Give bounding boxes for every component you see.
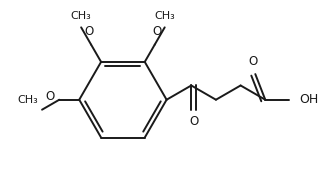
Text: CH₃: CH₃: [71, 11, 92, 21]
Text: CH₃: CH₃: [18, 95, 38, 105]
Text: OH: OH: [299, 93, 318, 106]
Text: O: O: [84, 25, 94, 38]
Text: O: O: [249, 55, 258, 68]
Text: O: O: [189, 115, 199, 128]
Text: O: O: [45, 90, 55, 103]
Text: CH₃: CH₃: [154, 11, 175, 21]
Text: O: O: [152, 25, 161, 38]
